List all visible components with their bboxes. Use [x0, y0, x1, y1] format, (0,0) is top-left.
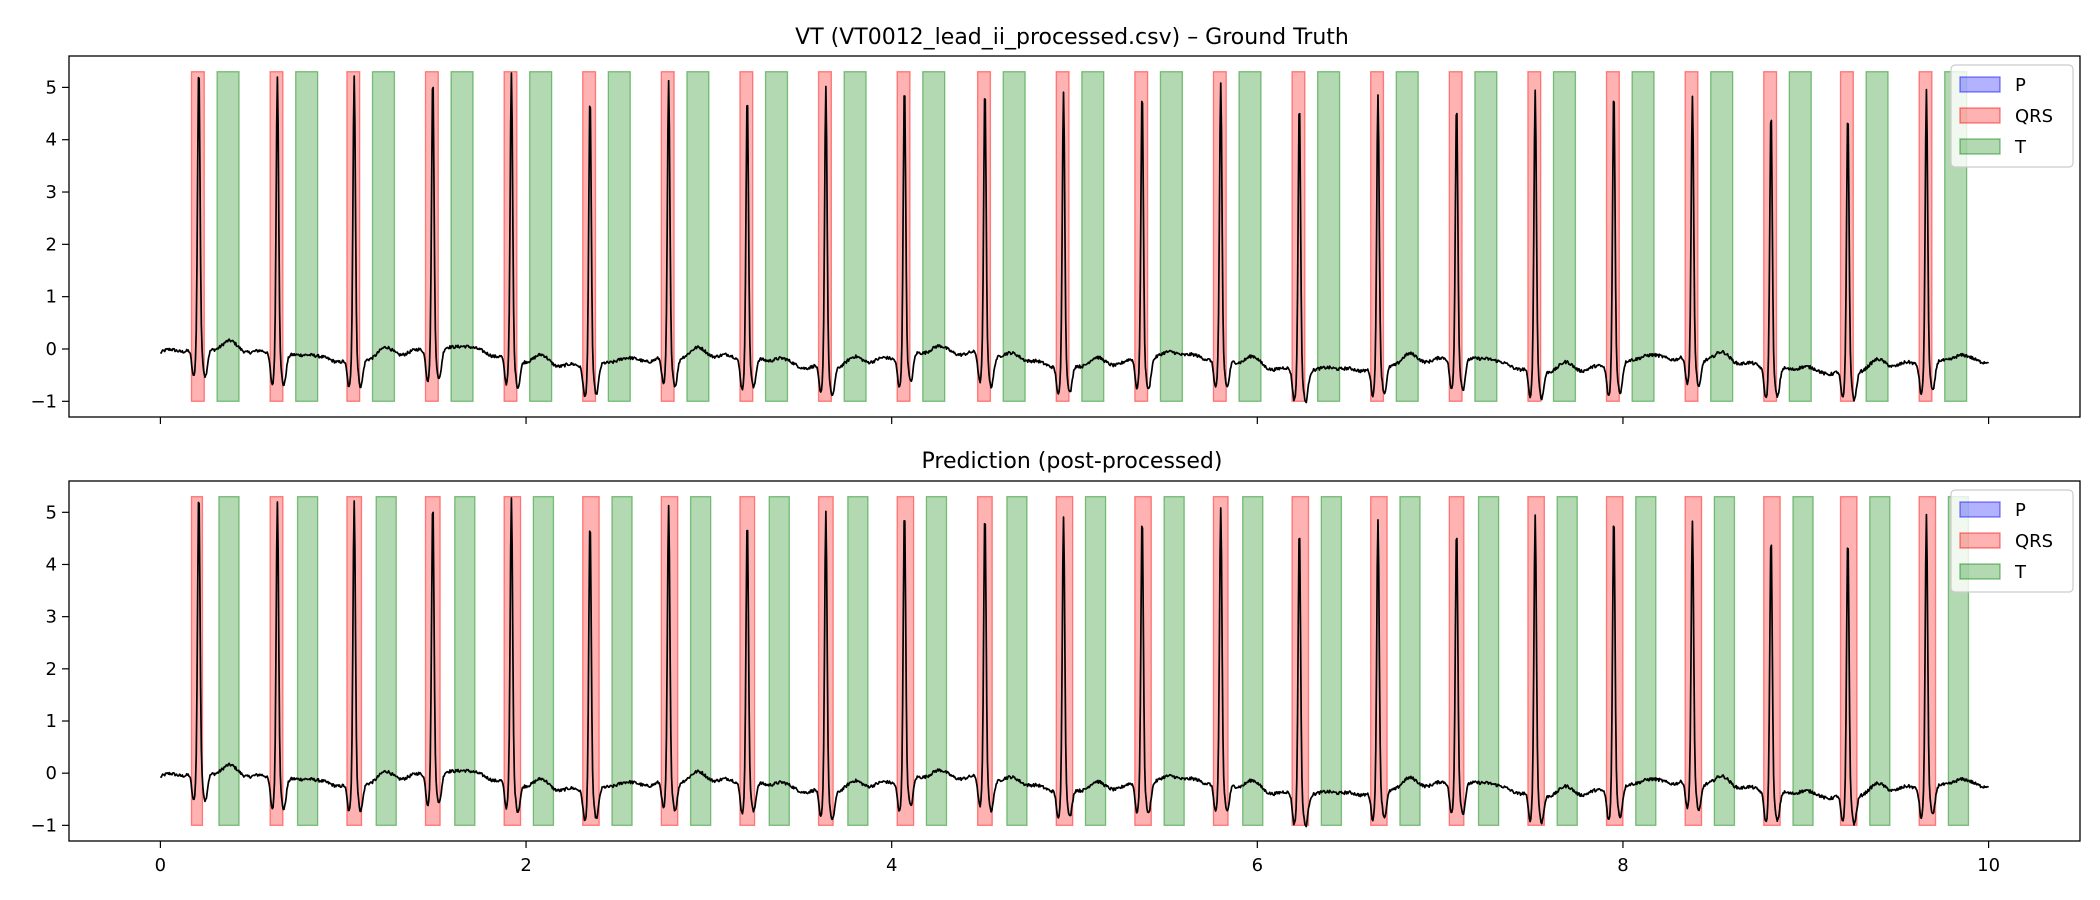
ecg-signal-line — [159, 72, 1989, 404]
x-tick-label: 4 — [886, 855, 897, 876]
t-wave-band — [1635, 496, 1657, 826]
t-wave-band — [1477, 496, 1500, 826]
axes-frame — [68, 55, 2081, 418]
axes-frame — [68, 480, 2081, 842]
qrs-band — [346, 496, 363, 826]
t-wave-band — [1163, 496, 1185, 826]
legend-label: T — [2014, 137, 2027, 158]
qrs-band — [424, 496, 441, 826]
y-tick-label: 1 — [46, 711, 57, 732]
t-wave-band — [764, 71, 789, 402]
t-wave-band — [843, 71, 867, 402]
y-tick-label: 1 — [46, 287, 57, 308]
legend-box — [1950, 64, 2074, 168]
t-wave-band — [1002, 71, 1026, 402]
legend: P QRS T — [1950, 489, 2074, 593]
t-wave-band — [1556, 496, 1578, 826]
t-wave-band — [1395, 71, 1419, 402]
legend-label: P — [2015, 75, 2026, 96]
t-wave-band — [1869, 496, 1891, 826]
legend-swatch-t — [1959, 563, 2001, 580]
y-tick-label: 3 — [46, 607, 57, 628]
legend-label: QRS — [2015, 106, 2053, 127]
plot-area: −1 0 1 2 3 4 5 P QRS T — [30, 55, 2081, 424]
t-wave-band — [611, 496, 633, 826]
x-tick-label: 6 — [1252, 855, 1263, 876]
t-wave-band — [607, 71, 631, 402]
t-wave-band — [532, 496, 555, 826]
t-wave-band — [454, 496, 476, 826]
qrs-band — [739, 496, 756, 826]
y-tick-label: 2 — [46, 659, 57, 680]
t-wave-band — [847, 496, 869, 826]
y-tick-label: 5 — [46, 502, 57, 523]
legend-label: P — [2015, 500, 2026, 521]
t-wave-band — [1865, 71, 1889, 402]
legend-swatch-qrs — [1959, 107, 2001, 124]
y-tick-label: 0 — [46, 339, 57, 360]
t-wave-band — [1788, 71, 1812, 402]
t-wave-band — [1474, 71, 1498, 402]
t-wave-band — [296, 496, 319, 826]
t-wave-band — [922, 71, 946, 402]
panel-title: VT (VT0012_lead_ii_processed.csv) – Grou… — [795, 25, 1349, 50]
t-wave-band — [1792, 496, 1814, 826]
t-wave-band — [218, 496, 240, 826]
legend-label: T — [2014, 562, 2027, 583]
t-wave-band — [1710, 71, 1734, 402]
t-wave-band — [1242, 496, 1264, 826]
t-wave-band — [1399, 496, 1421, 826]
t-wave-band — [371, 71, 396, 402]
t-wave-band — [529, 71, 553, 402]
x-tick-label: 2 — [520, 855, 531, 876]
y-tick-label: 3 — [46, 182, 57, 203]
t-wave-band — [1084, 496, 1107, 826]
t-wave-band — [1081, 71, 1105, 402]
t-wave-band — [216, 71, 240, 402]
plot-area: −1 0 1 2 3 4 5 0 2 4 6 8 10 P QRS T — [30, 480, 2081, 876]
y-tick-label: 4 — [46, 554, 57, 575]
y-tick-label: 5 — [46, 77, 57, 98]
x-tick-label: 10 — [1977, 855, 2000, 876]
t-wave-band — [1316, 71, 1341, 402]
legend-swatch-p — [1959, 76, 2001, 93]
legend-swatch-p — [1959, 501, 2001, 518]
legend-swatch-t — [1959, 138, 2001, 155]
t-wave-band — [1159, 71, 1184, 402]
t-wave-band — [450, 71, 474, 402]
qrs-band — [1448, 496, 1465, 826]
qrs-band — [976, 496, 993, 826]
t-wave-band — [375, 496, 397, 826]
ecg-signal-line — [159, 497, 1989, 828]
t-wave-band — [1006, 496, 1028, 826]
ground-truth-panel: VT (VT0012_lead_ii_processed.csv) – Grou… — [30, 25, 2081, 424]
y-tick-label: −1 — [30, 391, 57, 412]
legend: P QRS T — [1950, 64, 2074, 168]
prediction-panel: Prediction (post-processed) −1 0 1 2 3 4 5 0 2 4 6… — [30, 449, 2081, 876]
panel-title: Prediction (post-processed) — [922, 449, 1223, 474]
t-wave-band — [689, 496, 712, 826]
y-tick-label: 0 — [46, 763, 57, 784]
y-tick-label: −1 — [30, 815, 57, 836]
legend-box — [1950, 489, 2074, 593]
t-wave-band — [686, 71, 710, 402]
t-wave-band — [925, 496, 948, 826]
t-wave-band — [1238, 71, 1262, 402]
t-wave-band — [768, 496, 790, 826]
t-wave-band — [295, 71, 319, 402]
t-wave-band — [1320, 496, 1343, 826]
y-tick-label: 4 — [46, 130, 57, 151]
legend-swatch-qrs — [1959, 532, 2001, 549]
y-tick-label: 2 — [46, 234, 57, 255]
x-tick-label: 0 — [155, 855, 166, 876]
t-wave-band — [1631, 71, 1655, 402]
qrs-band — [1212, 496, 1229, 826]
t-wave-band — [1552, 71, 1577, 402]
legend-label: QRS — [2015, 531, 2053, 552]
t-wave-band — [1713, 496, 1736, 826]
qrs-band — [817, 496, 834, 826]
x-tick-label: 8 — [1617, 855, 1628, 876]
